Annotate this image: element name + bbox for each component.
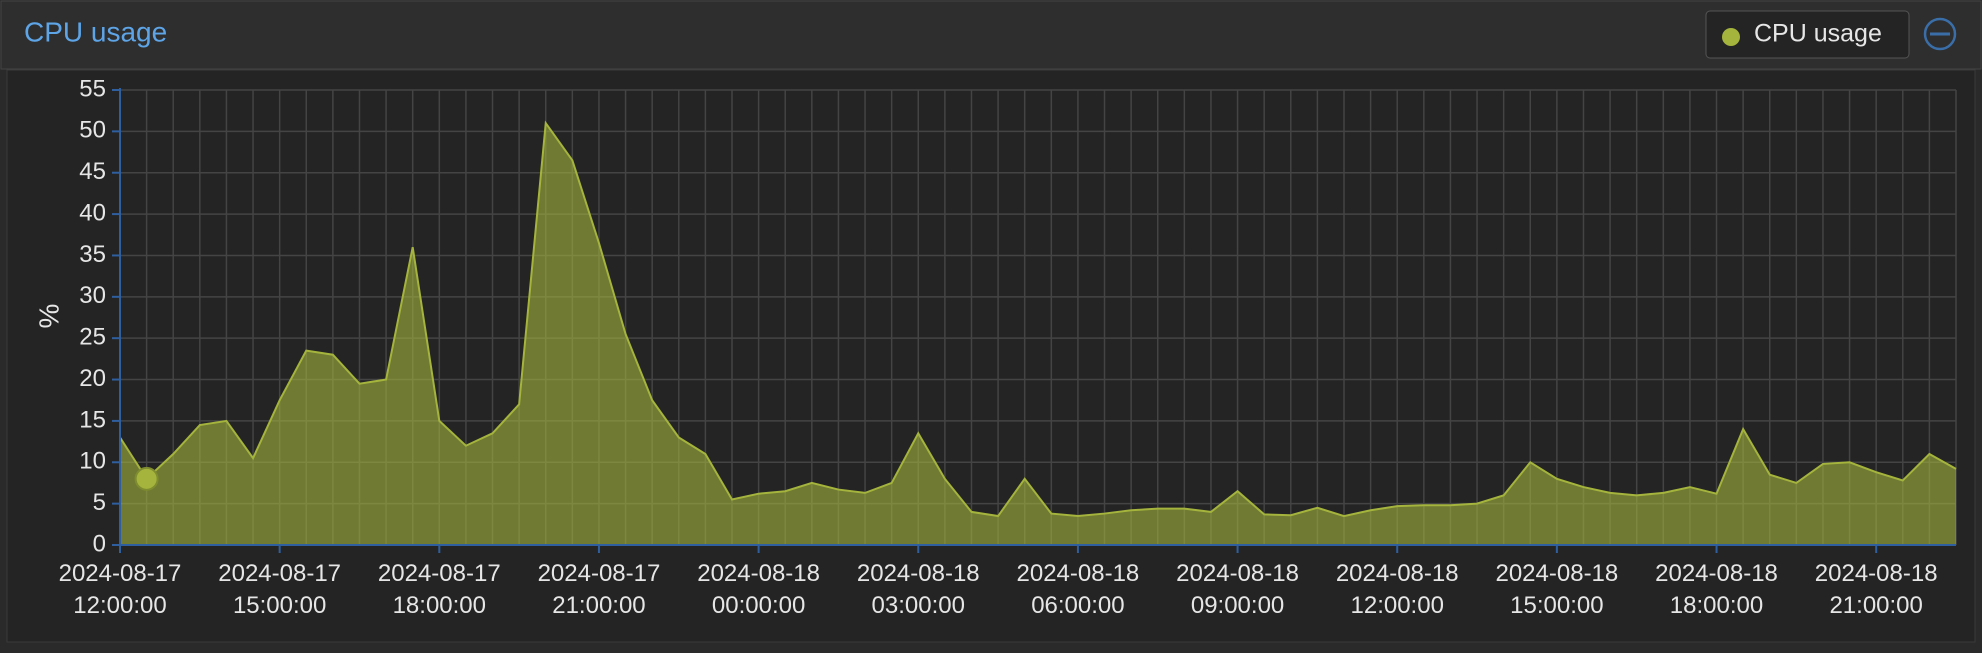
x-tick-label-line: 2024-08-18 xyxy=(1017,560,1140,587)
x-tick-label-line: 2024-08-18 xyxy=(1655,560,1778,587)
x-tick-label: 2024-08-18 00:00:00 xyxy=(697,560,820,619)
x-tick-label-line: 2024-08-18 xyxy=(1815,560,1938,587)
x-tick-label-line: 18:00:00 xyxy=(393,592,486,619)
x-tick-label: 2024-08-18 21:00:00 xyxy=(1815,560,1938,619)
x-tick-label-line: 2024-08-18 xyxy=(1336,560,1459,587)
y-tick-label: 55 xyxy=(79,75,106,102)
area xyxy=(120,123,1956,545)
y-tick-label: 10 xyxy=(79,448,106,475)
x-tick-label-line: 03:00:00 xyxy=(872,592,965,619)
x-tick-label-line: 2024-08-18 xyxy=(1495,560,1618,587)
y-tick-label: 0 xyxy=(93,530,106,557)
x-tick-label: 2024-08-18 12:00:00 xyxy=(1336,560,1459,619)
x-tick-label-line: 2024-08-18 xyxy=(1176,560,1299,587)
y-tick-label: 45 xyxy=(79,158,106,185)
line xyxy=(119,120,1957,518)
y-tick-label: 20 xyxy=(79,365,106,392)
x-tick-label-line: 2024-08-18 xyxy=(697,560,820,587)
x-tick-label-line: 2024-08-17 xyxy=(218,560,341,587)
x-tick-label-line: 15:00:00 xyxy=(233,592,326,619)
plot-panel xyxy=(6,69,1976,643)
y-tick-label: 30 xyxy=(79,282,106,309)
x-tick-label: 2024-08-18 03:00:00 xyxy=(857,560,980,619)
legend[interactable] xyxy=(1705,10,1910,59)
legend-label[interactable]: CPU usage xyxy=(1754,20,1882,48)
x-tick-label: 2024-08-18 15:00:00 xyxy=(1495,560,1618,619)
x-tick-label: 2024-08-18 06:00:00 xyxy=(1017,560,1140,619)
x-tick-label-line: 09:00:00 xyxy=(1191,592,1284,619)
y-axis-label: % xyxy=(33,304,64,329)
legend-swatch xyxy=(1722,28,1740,46)
x-tick-label-line: 21:00:00 xyxy=(1829,592,1922,619)
x-tick-label-line: 18:00:00 xyxy=(1670,592,1763,619)
x-tick-label-line: 06:00:00 xyxy=(1031,592,1124,619)
y-tick-label: 50 xyxy=(79,117,106,144)
x-tick-label-line: 2024-08-18 xyxy=(857,560,980,587)
x-tick-label-line: 12:00:00 xyxy=(73,592,166,619)
x-tick-label-line: 2024-08-17 xyxy=(538,560,661,587)
y-tick-label: 35 xyxy=(79,241,106,268)
header xyxy=(0,0,1982,70)
x-tick-label-line: 2024-08-17 xyxy=(378,560,501,587)
x-tick-label-line: 2024-08-17 xyxy=(59,560,182,587)
x-tick-label: 2024-08-18 09:00:00 xyxy=(1176,560,1299,619)
y-tick-label: 25 xyxy=(79,324,106,351)
x-tick-label: 2024-08-18 18:00:00 xyxy=(1655,560,1778,619)
x-tick-label-line: 12:00:00 xyxy=(1351,592,1444,619)
x-tick-label: 2024-08-17 18:00:00 xyxy=(378,560,501,619)
hover-marker xyxy=(134,466,159,491)
x-tick-label: 2024-08-17 21:00:00 xyxy=(538,560,661,619)
collapse-button[interactable] xyxy=(1923,17,1957,51)
panel-title: CPU usage xyxy=(24,16,167,47)
x-tick-label-line: 21:00:00 xyxy=(552,592,645,619)
x-tick-label: 2024-08-17 12:00:00 xyxy=(59,560,182,619)
x-tick-label-line: 15:00:00 xyxy=(1510,592,1603,619)
y-tick-label: 15 xyxy=(79,406,106,433)
x-tick-label-line: 00:00:00 xyxy=(712,592,805,619)
y-tick-label: 5 xyxy=(93,489,106,516)
y-tick-label: 40 xyxy=(79,199,106,226)
x-tick-label: 2024-08-17 15:00:00 xyxy=(218,560,341,619)
